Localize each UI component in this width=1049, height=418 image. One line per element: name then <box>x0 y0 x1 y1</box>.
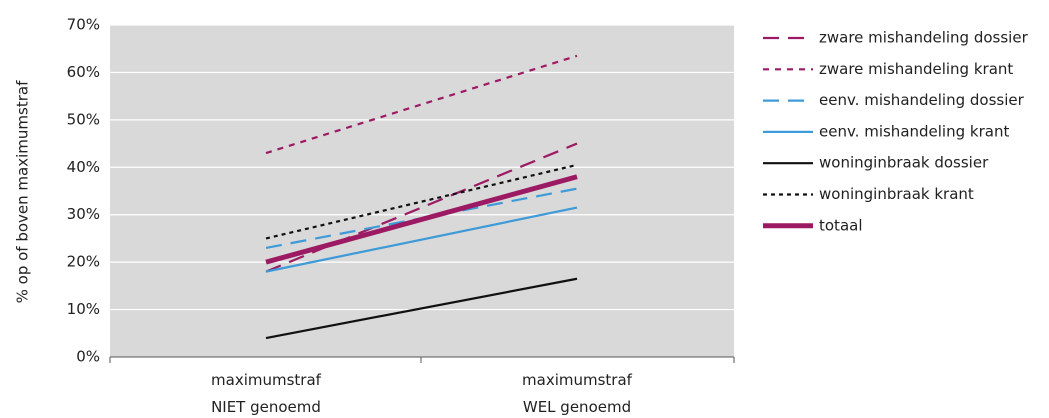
x-tick-label: maximumstraf <box>211 371 322 389</box>
legend-label: eenv. mishandeling dossier <box>819 91 1025 109</box>
x-tick-label: maximumstraf <box>522 371 633 389</box>
y-tick-label: 70% <box>67 16 100 34</box>
legend-label: woninginbraak dossier <box>819 154 989 172</box>
series-line <box>265 174 578 265</box>
y-tick-label: 40% <box>67 158 100 176</box>
y-tick-label: 30% <box>67 205 100 223</box>
series-line <box>265 163 578 240</box>
y-tick-label: 20% <box>67 253 100 271</box>
plot-background <box>110 25 734 357</box>
legend-label: zware mishandeling dossier <box>819 29 1029 47</box>
legend-label: zware mishandeling krant <box>819 60 1013 78</box>
y-tick-label: 10% <box>67 300 100 318</box>
axes: 0% 10% 20% 30% 40% 50% 60% 70% maximumstraf NIET … <box>67 16 735 416</box>
y-tick-label: 0% <box>76 348 100 366</box>
series-line <box>265 277 578 340</box>
series-line <box>265 206 578 273</box>
y-axis-title: % op of boven maximumstraf <box>14 80 32 303</box>
y-tick-label: 50% <box>67 110 100 128</box>
y-tick-label: 60% <box>67 63 100 81</box>
legend: zware mishandeling dossier zware mishande… <box>763 29 1029 234</box>
legend-label: eenv. mishandeling krant <box>819 122 1009 140</box>
series-lines <box>265 54 578 340</box>
x-tick-label: NIET genoemd <box>211 398 321 416</box>
legend-label: totaal <box>819 216 863 234</box>
legend-label: woninginbraak krant <box>819 185 974 203</box>
x-tick-label: WEL genoemd <box>523 398 631 416</box>
plot-area <box>110 24 734 357</box>
